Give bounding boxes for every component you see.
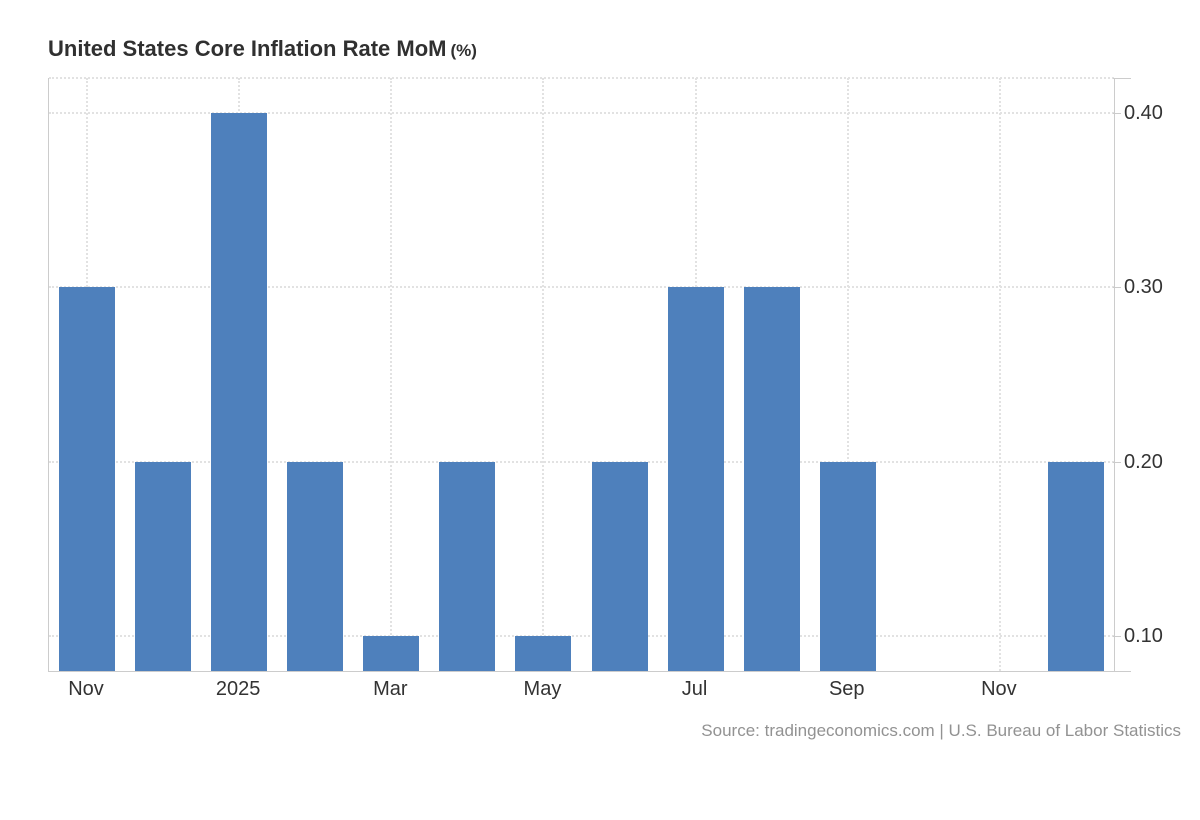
bar-Mar[interactable] (363, 636, 420, 671)
bar-Jan[interactable] (211, 112, 268, 671)
y-tick-0.10 (1113, 636, 1121, 638)
y-tick-label: 0.30 (1124, 276, 1163, 299)
bar-Apr[interactable] (439, 461, 496, 671)
gridline-y-0.20 (49, 460, 1114, 463)
bar-Jul[interactable] (667, 287, 724, 671)
y-axis-top-tick (1113, 78, 1131, 79)
bar-May[interactable] (515, 636, 572, 671)
gridline-y-0.40 (49, 111, 1114, 114)
y-tick-0.40 (1113, 112, 1121, 114)
y-tick-0.30 (1113, 287, 1121, 289)
gridline-x-May (542, 78, 545, 671)
gridline-y-0.30 (49, 286, 1114, 289)
chart-title-unit: (%) (450, 41, 477, 60)
x-tick-label: 2025 (215, 678, 261, 700)
gridline-x-Mar (390, 78, 393, 671)
gridline-x-Sep (846, 78, 849, 671)
x-axis-line-extension (1113, 671, 1131, 672)
x-tick-label: Sep (828, 678, 865, 700)
x-tick-label: Nov (68, 678, 104, 700)
plot-area[interactable] (48, 77, 1115, 672)
bar-Dec[interactable] (135, 461, 192, 671)
x-tick-label: May (523, 678, 562, 700)
y-tick-label: 0.10 (1124, 625, 1163, 648)
y-tick-label: 0.40 (1124, 101, 1163, 124)
gridline-x-Nov (998, 78, 1001, 671)
bar-Feb[interactable] (287, 461, 344, 671)
bar-Jun[interactable] (591, 461, 648, 671)
bar-Nov[interactable] (59, 287, 116, 671)
source-credit: Source: tradingeconomics.com | U.S. Bure… (701, 721, 1181, 740)
gridline-y-0.10 (49, 635, 1114, 638)
chart-title-text: United States Core Inflation Rate MoM (48, 36, 447, 61)
y-tick-label: 0.20 (1124, 450, 1163, 473)
y-tick-0.20 (1113, 461, 1121, 463)
x-tick-label: Nov (981, 678, 1017, 700)
bar-Aug[interactable] (743, 287, 800, 671)
bar-Dec[interactable] (1047, 461, 1104, 671)
x-tick-label: Jul (681, 678, 708, 700)
x-tick-label: Mar (373, 678, 408, 700)
chart-title: United States Core Inflation Rate MoM (%) (48, 36, 477, 62)
bar-Sep[interactable] (819, 461, 876, 671)
gridline-top (49, 77, 1114, 79)
